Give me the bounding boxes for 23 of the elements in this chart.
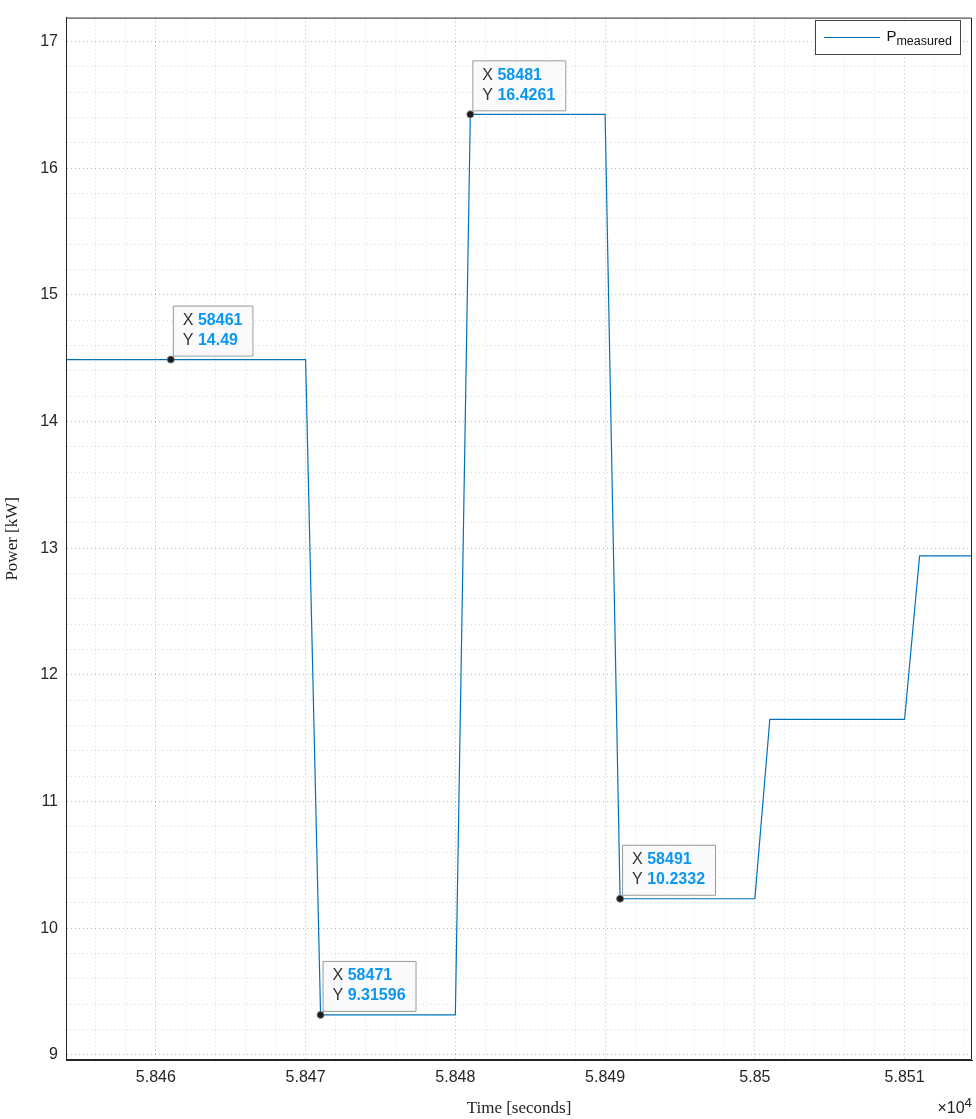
x-axis-title: Time [seconds]: [466, 1098, 572, 1118]
x-tick-label: 5.849: [585, 1068, 626, 1086]
y-tick-label: 12: [40, 665, 59, 683]
x-tick-label: 5.846: [135, 1068, 176, 1086]
annotation: X 58461 Y 14.49: [182, 310, 243, 348]
annotation: X 58471 Y 9.31596: [332, 966, 406, 1004]
y-tick-label: 16: [40, 158, 59, 176]
y-tick-label: 9: [49, 1045, 59, 1063]
x-tick-label: 5.847: [285, 1068, 326, 1086]
y-axis-title: Power [kW]: [1, 497, 21, 581]
x-tick-label: 5.85: [739, 1068, 771, 1086]
y-tick-label: 14: [40, 412, 59, 430]
x-tick-label: 5.848: [435, 1068, 476, 1086]
legend-label: P$_{measured}$: [886, 27, 952, 48]
y-tick-label: 13: [40, 538, 59, 556]
annotation: X 58491 Y 10.2332: [632, 850, 706, 888]
y-tick-label: 11: [41, 792, 59, 810]
text: ×10$^{4}$: [937, 1094, 972, 1117]
y-tick-label: 10: [40, 918, 59, 936]
y-tick-label: 17: [40, 32, 59, 50]
y-tick-label: 15: [40, 285, 59, 303]
annotation: X 58481 Y 16.4261: [482, 65, 556, 103]
x-tick-label: 5.851: [884, 1068, 925, 1086]
